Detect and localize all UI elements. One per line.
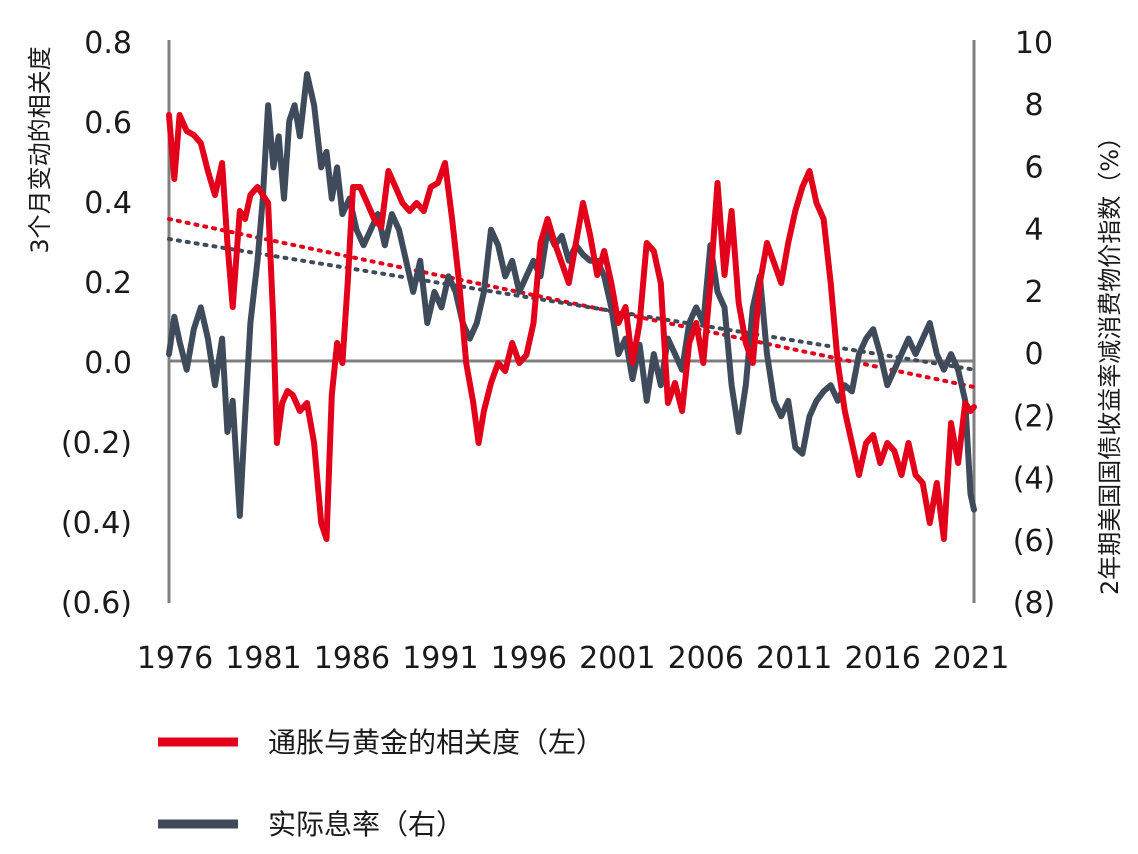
x-tick-label: 2021 <box>933 641 1009 676</box>
x-tick-labels: 1976 1981 1986 1991 1996 2001 2006 2011 2016 2021 <box>137 641 1010 676</box>
left-tick-label: 0.0 <box>84 346 132 381</box>
left-tick-labels: 0.8 0.6 0.4 0.2 0.0 (0.2) (0.4) (0.6) <box>61 26 132 621</box>
x-tick-label: 1976 <box>137 641 213 676</box>
right-tick-label: (6) <box>1013 524 1056 559</box>
right-tick-labels: 10 8 6 4 2 0 (2) (4) (6) (8) <box>1013 26 1056 621</box>
right-tick-label: 8 <box>1024 88 1043 123</box>
right-tick-label: 10 <box>1015 26 1053 61</box>
series-line-navy <box>166 71 977 519</box>
series-lines <box>166 71 977 542</box>
right-tick-label: (4) <box>1013 462 1056 497</box>
left-tick-label: 0.4 <box>84 186 132 221</box>
legend: 通胀与黄金的相关度（左） 实际息率（右） <box>158 726 604 841</box>
right-tick-label: 2 <box>1024 275 1043 310</box>
x-tick-label: 2016 <box>845 641 921 676</box>
x-tick-label: 2001 <box>579 641 655 676</box>
left-tick-label: 0.6 <box>84 106 132 141</box>
right-axis-title: 2年期美国国债收益率减消费物价指数（%） <box>1096 125 1124 595</box>
x-tick-label: 2006 <box>668 641 744 676</box>
x-tick-label: 2011 <box>756 641 832 676</box>
right-tick-label: 4 <box>1024 213 1043 248</box>
left-tick-label: (0.2) <box>61 426 132 461</box>
legend-label-red: 通胀与黄金的相关度（左） <box>268 726 604 759</box>
trendline-navy <box>167 237 976 372</box>
left-tick-label: (0.4) <box>61 506 132 541</box>
right-tick-label: (8) <box>1013 586 1056 621</box>
legend-label-navy: 实际息率（右） <box>268 808 464 841</box>
right-tick-label: 0 <box>1024 337 1043 372</box>
right-tick-label: 6 <box>1024 150 1043 185</box>
x-tick-label: 1981 <box>225 641 301 676</box>
x-tick-label: 1991 <box>402 641 478 676</box>
x-tick-label: 1996 <box>491 641 567 676</box>
left-axis-title: 3个月变动的相关度 <box>26 46 54 253</box>
left-tick-label: 0.2 <box>84 266 132 301</box>
right-tick-label: (2) <box>1013 399 1056 434</box>
series-line-red <box>166 112 977 542</box>
left-tick-label: 0.8 <box>84 26 132 61</box>
x-tick-label: 1986 <box>314 641 390 676</box>
left-tick-label: (0.6) <box>61 586 132 621</box>
